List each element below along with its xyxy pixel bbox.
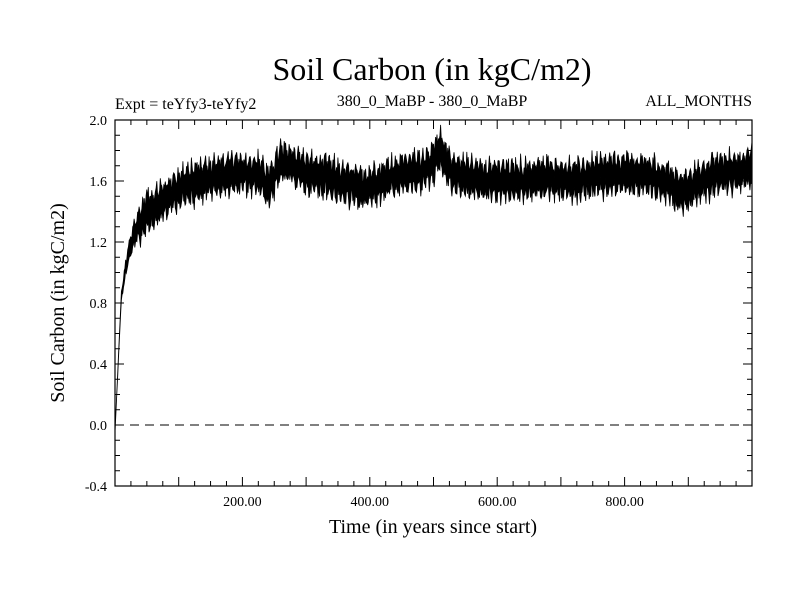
plot-area [114,124,753,433]
months-label: ALL_MONTHS [645,93,752,110]
x-tick-label: 800.00 [605,495,644,510]
y-tick-label: 0.0 [90,419,108,434]
y-tick-label: 1.6 [90,175,108,190]
x-tick-label: 200.00 [223,495,262,510]
x-tick-label: 400.00 [351,495,390,510]
chart-title: Soil Carbon (in kgC/m2) [272,51,591,87]
y-axis-label: Soil Carbon (in kgC/m2) [47,203,69,402]
axes: -0.4 0.0 0.4 0.8 1.2 1.6 2.0 200.00 400.00 600.00… [85,114,753,510]
series-band-soil-carbon [114,124,753,433]
period-label: 380_0_MaBP - 380_0_MaBP [337,93,528,110]
x-axis-label: Time (in years since start) [329,516,537,538]
y-tick-label: 0.8 [90,297,108,312]
y-tick-label: 0.4 [90,358,108,373]
x-tick-label: 600.00 [478,495,517,510]
y-tick-label: 1.2 [90,236,108,251]
y-tick-label: 2.0 [90,114,108,129]
experiment-label: Expt = teYfy3-teYfy2 [115,96,256,113]
y-tick-label: -0.4 [85,480,107,495]
